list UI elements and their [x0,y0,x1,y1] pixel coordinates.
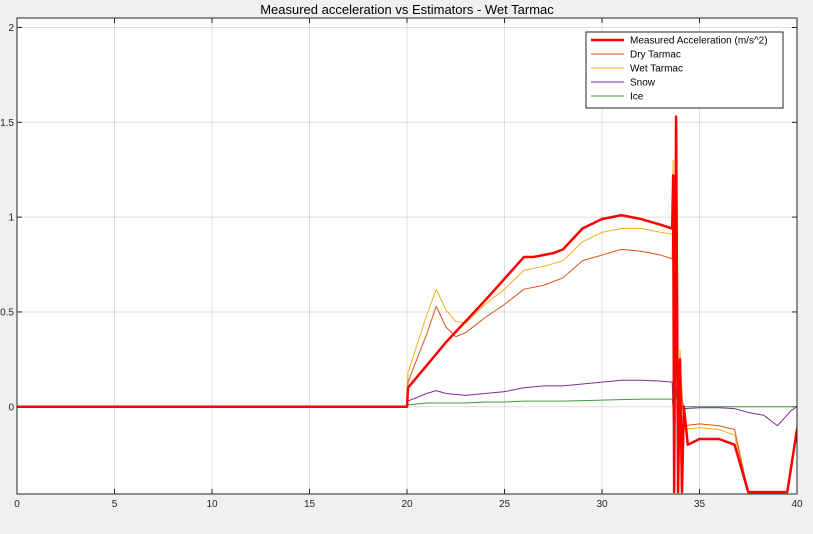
x-tick-label: 0 [14,499,20,510]
y-tick-label: 1.5 [0,118,14,129]
y-tick-labels: 0 0.5 1 1.5 2 [0,23,14,413]
series-group [17,115,797,494]
series-line-measured-acceleration-m-s-2 [17,115,797,494]
y-tick-label: 1 [8,213,14,224]
x-tick-label: 20 [401,499,413,510]
x-tick-label: 25 [499,499,511,510]
x-tick-labels: 0 5 10 15 20 25 30 35 40 [14,499,803,510]
legend: Measured Acceleration (m/s^2) Dry Tarmac W… [585,31,784,109]
legend-entry-label: Snow [630,78,656,89]
x-tick-label: 35 [694,499,706,510]
axes-box [16,17,798,495]
y-tick-label: 2 [8,23,14,34]
legend-entry-label: Dry Tarmac [630,50,681,61]
x-tick-label: 15 [304,499,316,510]
series-line-wet-tarmac [17,121,797,493]
x-tick-label: 10 [206,499,218,510]
legend-entry-label: Wet Tarmac [630,64,683,75]
legend-entry-label: Ice [630,92,644,103]
x-tick-label: 30 [596,499,608,510]
x-tick-label: 40 [791,499,803,510]
series-line-snow [17,349,797,446]
legend-box [585,31,784,109]
series-line-dry-tarmac [17,125,797,493]
x-tick-label: 5 [112,499,118,510]
y-tick-label: 0 [8,402,14,413]
chart-title: Measured acceleration vs Estimators - We… [260,2,554,17]
y-tick-label: 0.5 [0,307,14,318]
legend-entry-label: Measured Acceleration (m/s^2) [630,36,768,47]
